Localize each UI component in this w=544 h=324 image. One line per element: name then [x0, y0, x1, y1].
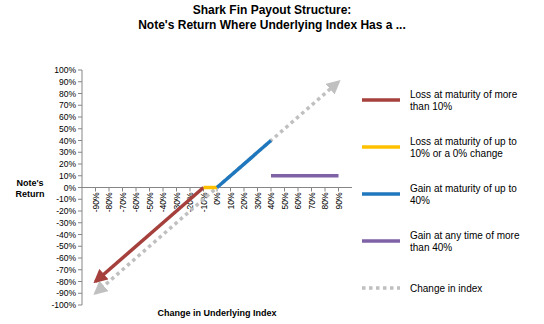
y-tick-label: -20% — [56, 206, 76, 216]
x-tick — [122, 188, 123, 192]
legend-label: Gain at any time of morethan 40% — [410, 230, 520, 253]
legend-swatch — [362, 239, 400, 243]
x-tick — [176, 188, 177, 192]
y-tick-label: 40% — [59, 136, 76, 146]
legend-label: Loss at maturity of up to10% or a 0% cha… — [410, 136, 517, 159]
y-tick — [78, 211, 82, 212]
y-tick — [78, 258, 82, 259]
x-tick — [95, 188, 96, 192]
y-tick-label: -30% — [56, 218, 76, 228]
series-line — [271, 174, 339, 178]
x-axis-label: Change in Underlying Index — [157, 308, 276, 318]
series-line — [217, 141, 271, 188]
plot-area — [96, 82, 339, 294]
y-tick — [78, 199, 82, 200]
y-tick-label: -50% — [56, 241, 76, 251]
y-tick — [78, 164, 82, 165]
x-tick-label: -70% — [118, 192, 128, 212]
legend-swatch — [362, 98, 400, 102]
y-tick — [78, 105, 82, 106]
legend: Loss at maturity of morethan 10% Loss at … — [362, 89, 520, 294]
x-tick — [190, 188, 191, 192]
x-tick-label: 80% — [320, 192, 330, 209]
x-tick-label: -80% — [104, 192, 114, 212]
y-tick-label: -10% — [56, 194, 76, 204]
axes: 100%90%80%70%60%50%40%30%20%10%0%-10%-20… — [51, 65, 352, 310]
y-tick — [78, 281, 82, 282]
legend-label: Loss at maturity of morethan 10% — [410, 89, 518, 112]
legend-swatch — [362, 192, 400, 196]
x-tick — [311, 188, 312, 192]
y-tick — [78, 269, 82, 270]
x-tick-label: 30% — [253, 192, 263, 209]
y-tick — [78, 81, 82, 82]
y-tick — [78, 187, 82, 188]
y-tick — [78, 175, 82, 176]
x-tick — [136, 188, 137, 192]
x-tick — [149, 188, 150, 192]
legend-swatch — [362, 286, 400, 290]
x-tick — [325, 188, 326, 192]
series-line — [96, 188, 204, 282]
y-tick-label: -90% — [56, 288, 76, 298]
y-tick — [78, 152, 82, 153]
x-tick-label: 10% — [226, 192, 236, 209]
y-tick — [78, 246, 82, 247]
legend-swatch — [362, 145, 400, 149]
x-tick — [230, 188, 231, 192]
y-tick — [78, 128, 82, 129]
x-tick-label: 70% — [307, 192, 317, 209]
y-tick-label: 0% — [64, 183, 77, 193]
y-tick — [78, 93, 82, 94]
y-tick-label: -100% — [51, 300, 76, 310]
y-tick-label: 20% — [59, 159, 76, 169]
series-line — [96, 82, 339, 294]
y-tick-label: 30% — [59, 147, 76, 157]
x-tick — [257, 188, 258, 192]
y-tick — [78, 70, 82, 71]
y-tick-label: 90% — [59, 77, 76, 87]
title: Shark Fin Payout Structure: — [193, 3, 352, 17]
y-tick-label: -70% — [56, 265, 76, 275]
legend-label: Gain at maturity of up to40% — [410, 183, 517, 206]
x-tick — [109, 188, 110, 192]
x-tick — [163, 188, 164, 192]
x-tick-label: -60% — [131, 192, 141, 212]
y-tick — [78, 305, 82, 306]
x-tick — [338, 188, 339, 192]
x-tick-label: 90% — [334, 192, 344, 209]
x-tick — [271, 188, 272, 192]
x-tick — [298, 188, 299, 192]
x-tick-label: -50% — [145, 192, 155, 212]
subtitle: Note's Return Where Underlying Index Has… — [138, 18, 406, 32]
x-tick-label: 60% — [293, 192, 303, 209]
y-tick-label: 60% — [59, 112, 76, 122]
y-tick — [78, 293, 82, 294]
x-tick-label: -90% — [91, 192, 101, 212]
x-tick-label: 0% — [212, 192, 222, 205]
x-tick-label: -40% — [158, 192, 168, 212]
y-tick-label: 80% — [59, 89, 76, 99]
y-tick-label: 70% — [59, 100, 76, 110]
y-tick — [78, 140, 82, 141]
x-tick — [284, 188, 285, 192]
y-tick — [78, 222, 82, 223]
series-line — [204, 186, 218, 190]
y-tick — [78, 234, 82, 235]
y-tick-label: 10% — [59, 171, 76, 181]
x-tick-label: 40% — [266, 192, 276, 209]
legend-label: Change in index — [410, 283, 482, 294]
y-tick-label: -60% — [56, 253, 76, 263]
y-tick — [78, 117, 82, 118]
chart: Shark Fin Payout Structure:Note's Return… — [0, 0, 544, 324]
x-tick — [244, 188, 245, 192]
y-axis-label: Note'sReturn — [16, 178, 45, 199]
x-tick-label: 50% — [280, 192, 290, 209]
y-tick-label: 100% — [54, 65, 76, 75]
y-tick-label: 50% — [59, 124, 76, 134]
x-tick-label: 20% — [239, 192, 249, 209]
y-tick-label: -40% — [56, 230, 76, 240]
y-tick-label: -80% — [56, 277, 76, 287]
